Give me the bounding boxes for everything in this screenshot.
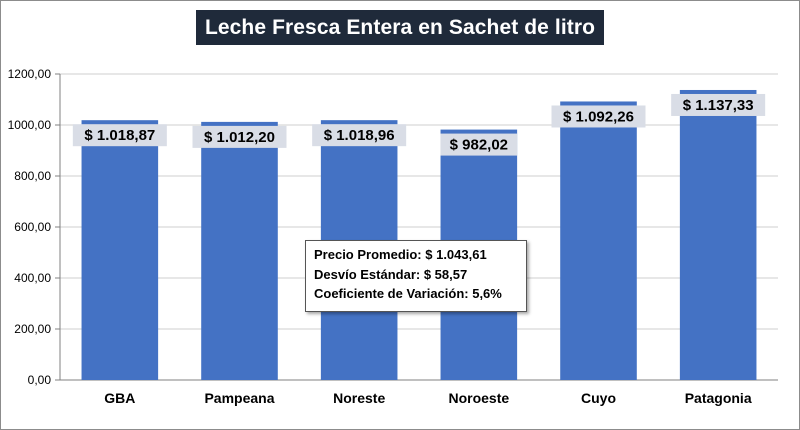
data-label: $ 982,02 — [440, 133, 518, 156]
statistics-annotation: Precio Promedio: $ 1.043,61 Desvío Están… — [305, 240, 527, 312]
data-label: $ 1.012,20 — [192, 125, 287, 148]
y-tick-label: 400,00 — [14, 271, 51, 285]
gridlines — [60, 73, 778, 330]
bars — [81, 89, 757, 381]
data-label-background — [671, 93, 766, 116]
data-labels: $ 1.018,87 $ 1.012,20 $ 1.018,96 $ 982,02 $ … — [72, 93, 766, 156]
data-label-text: $ 982,02 — [450, 137, 508, 154]
data-label: $ 1.137,33 — [671, 93, 766, 116]
y-tick-label: 200,00 — [14, 322, 51, 336]
y-tick-label: 1000,00 — [8, 118, 52, 132]
bar-cuyo — [560, 101, 637, 381]
data-label-text: $ 1.137,33 — [683, 97, 754, 114]
data-label-text: $ 1.012,20 — [204, 129, 275, 146]
data-label-text: $ 1.018,96 — [324, 127, 395, 144]
chart-title: Leche Fresca Entera en Sachet de litro — [196, 10, 604, 45]
x-axis-tick-labels: GBA Pampeana Noreste Noroeste Cuyo Patagonia — [104, 390, 752, 406]
bar-gba — [81, 120, 159, 381]
average-price-text: Precio Promedio: $ 1.043,61 — [314, 247, 487, 262]
data-label-background — [551, 105, 646, 128]
x-tick-label: Noreste — [333, 390, 385, 406]
y-tick-label: 1200,00 — [8, 67, 52, 81]
data-label: $ 1.018,87 — [72, 124, 167, 147]
std-deviation-text: Desvío Estándar: $ 58,57 — [314, 266, 468, 282]
y-axis-tick-labels: 0,00 200,00 400,00 600,00 800,00 1000,00 1200,… — [8, 67, 52, 387]
x-tick-label: Patagonia — [685, 390, 752, 406]
coefficient-variation-text: Coeficiente de Variación: 5,6% — [314, 286, 502, 301]
data-label: $ 1.092,26 — [551, 105, 646, 128]
data-label-text: $ 1.018,87 — [84, 127, 155, 144]
data-label-background — [72, 124, 167, 147]
data-label-background — [192, 125, 287, 148]
y-tick-label: 800,00 — [14, 169, 51, 183]
bar-patagonia — [679, 89, 757, 381]
axes — [55, 73, 778, 381]
data-label-text: $ 1.092,26 — [563, 108, 634, 125]
data-label: $ 1.018,96 — [312, 124, 407, 147]
y-tick-label: 600,00 — [14, 220, 51, 234]
x-tick-label: Noroeste — [448, 390, 509, 406]
data-label-background — [312, 124, 407, 147]
x-tick-label: GBA — [104, 390, 135, 406]
bar-pampeana — [201, 121, 278, 380]
x-tick-label: Pampeana — [204, 390, 274, 406]
data-label-background — [440, 133, 518, 156]
x-tick-label: Cuyo — [581, 390, 616, 406]
y-tick-label: 0,00 — [28, 373, 52, 387]
